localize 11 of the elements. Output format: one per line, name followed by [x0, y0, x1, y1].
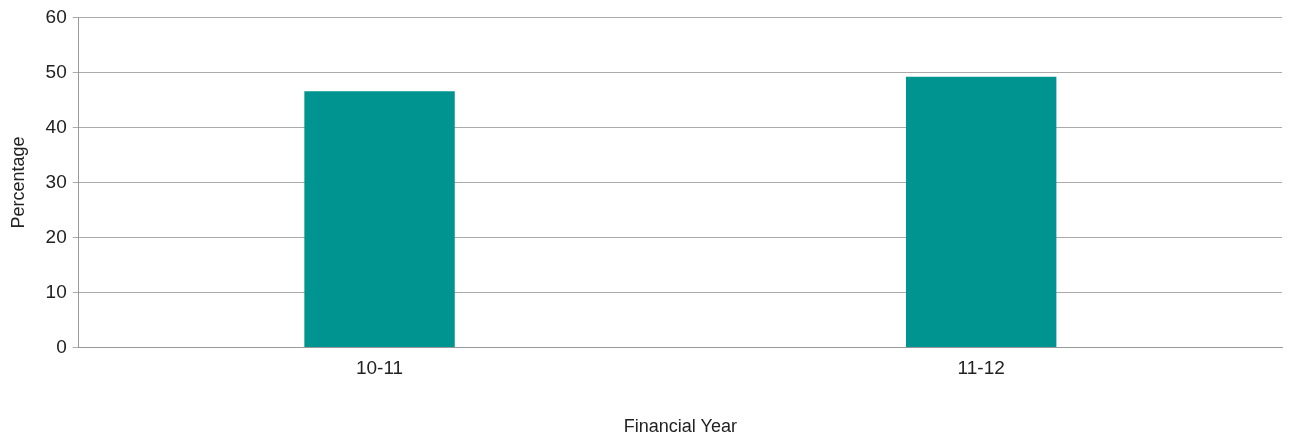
x-axis-title: Financial Year — [623, 416, 737, 437]
y-tick-label: 10 — [45, 280, 67, 302]
y-tick-label: 50 — [45, 60, 67, 82]
x-tick-label: 10-11 — [355, 357, 404, 379]
y-tick-label: 60 — [45, 5, 67, 27]
y-tick-label: 0 — [56, 335, 67, 357]
y-tick-label: 30 — [45, 170, 67, 192]
y-axis-title: Percentage — [7, 136, 28, 229]
y-tick-label: 20 — [45, 225, 67, 247]
y-tick-label: 40 — [45, 115, 67, 137]
x-tick-label: 11-12 — [957, 357, 1005, 379]
